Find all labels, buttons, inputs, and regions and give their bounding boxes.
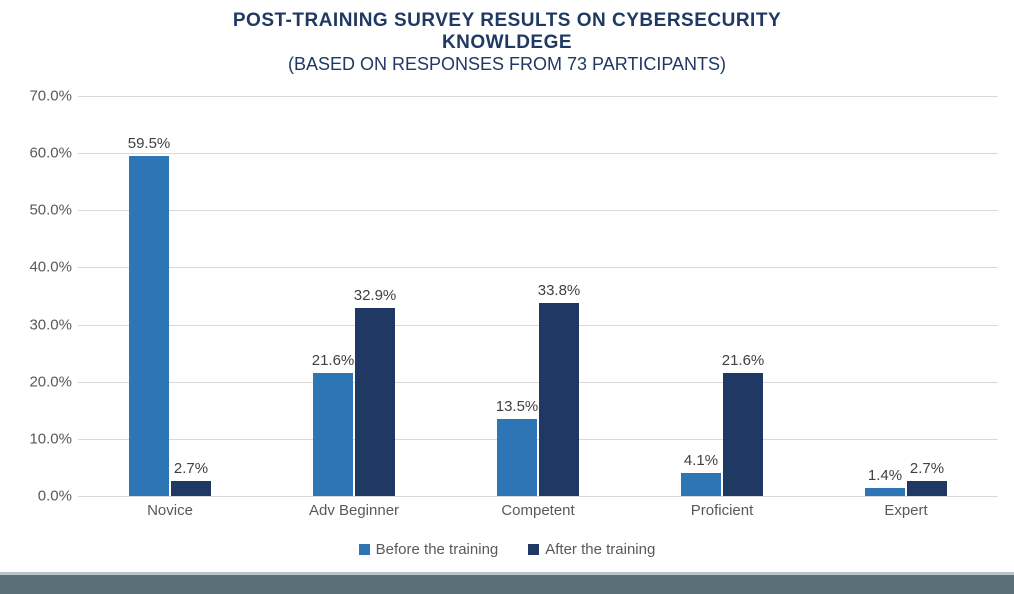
legend-label: Before the training [376,541,499,558]
chart-titles: POST-TRAINING SURVEY RESULTS ON CYBERSEC… [0,0,1014,75]
bar-group: 13.5%33.8% [497,96,579,496]
bar: 21.6% [723,373,763,496]
bar-value-label: 21.6% [722,352,765,373]
chart-title-line1: POST-TRAINING SURVEY RESULTS ON CYBERSEC… [0,10,1014,32]
bar: 4.1% [681,473,721,496]
bar-group: 1.4%2.7% [865,96,947,496]
y-axis-tick-label: 70.0% [12,88,72,105]
bar-value-label: 59.5% [128,135,171,156]
x-axis-category-label: Adv Beginner [264,496,444,519]
y-axis-tick-label: 60.0% [12,145,72,162]
y-axis-tick-label: 50.0% [12,202,72,219]
y-axis-tick-label: 10.0% [12,430,72,447]
bar-value-label: 21.6% [312,352,355,373]
y-axis-tick-label: 0.0% [12,488,72,505]
legend-swatch [359,544,370,555]
bar: 21.6% [313,373,353,496]
bar: 1.4% [865,488,905,496]
y-axis-tick-label: 30.0% [12,316,72,333]
chart-subtitle: (BASED ON RESPONSES FROM 73 PARTICIPANTS… [0,54,1014,75]
legend-swatch [528,544,539,555]
bar: 2.7% [907,481,947,496]
bar: 13.5% [497,419,537,496]
x-axis-category-label: Proficient [632,496,812,519]
legend-item: Before the training [359,541,499,558]
legend-label: After the training [545,541,655,558]
bar-group: 4.1%21.6% [681,96,763,496]
bar-value-label: 13.5% [496,398,539,419]
bar-group: 59.5%2.7% [129,96,211,496]
chart-container: POST-TRAINING SURVEY RESULTS ON CYBERSEC… [0,0,1014,594]
bottom-strip [0,572,1014,594]
y-axis-tick-label: 40.0% [12,259,72,276]
bar-value-label: 4.1% [684,452,718,473]
bar-value-label: 2.7% [174,460,208,481]
bar-value-label: 32.9% [354,287,397,308]
bar: 2.7% [171,481,211,496]
x-axis-category-label: Novice [80,496,260,519]
legend: Before the training After the training [0,541,1014,558]
plot-area: 0.0%10.0%20.0%30.0%40.0%50.0%60.0%70.0%5… [78,96,998,496]
bar-value-label: 1.4% [868,467,902,488]
chart-title-line2: KNOWLDEGE [0,32,1014,54]
bar: 33.8% [539,303,579,496]
x-axis-category-label: Expert [816,496,996,519]
bar: 59.5% [129,156,169,496]
y-axis-tick-label: 20.0% [12,373,72,390]
bar-group: 21.6%32.9% [313,96,395,496]
x-axis-category-label: Competent [448,496,628,519]
bar: 32.9% [355,308,395,496]
bar-value-label: 2.7% [910,460,944,481]
bar-value-label: 33.8% [538,282,581,303]
legend-item: After the training [528,541,655,558]
